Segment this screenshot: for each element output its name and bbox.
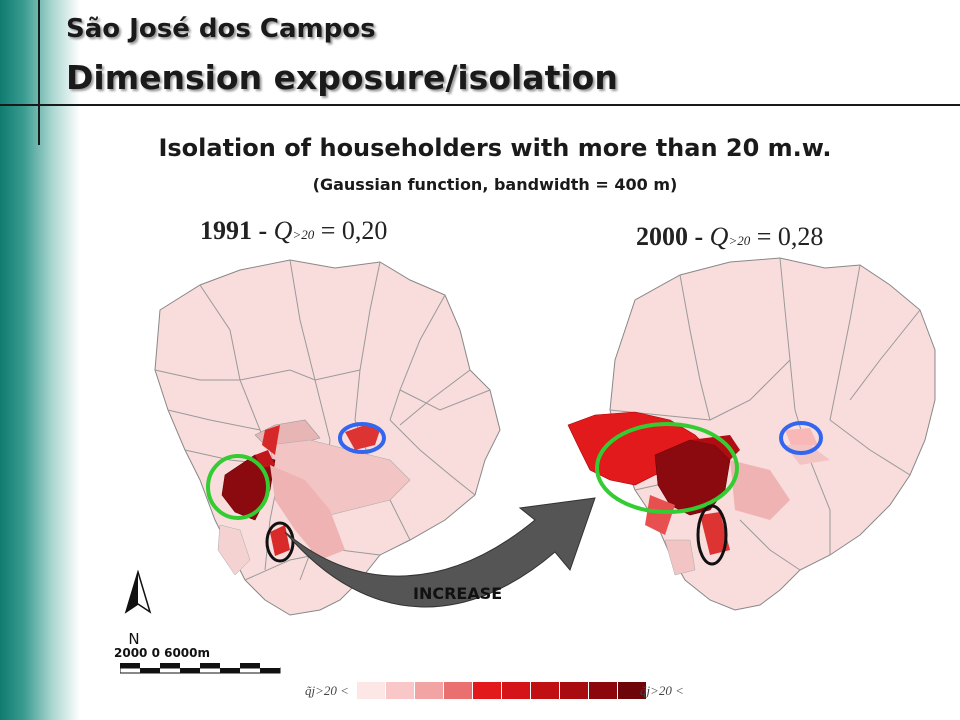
map-2000 [567, 257, 936, 611]
legend-swatch [386, 682, 414, 699]
map-1991-tract-d [217, 524, 251, 576]
map-2000-subscript: >20 [728, 233, 751, 248]
title-vertical-rule [38, 0, 40, 145]
legend-swatch [357, 682, 385, 699]
scale-bar [120, 663, 281, 674]
map-1991-subscript: >20 [292, 227, 315, 242]
map-2000-cluster-south [700, 512, 730, 555]
legend-swatch [502, 682, 530, 699]
map-1991-green-highlight [206, 454, 270, 520]
map-2000-label: 2000 - Q>20 = 0,28 [636, 222, 823, 252]
map-1991-tract-c [270, 465, 345, 560]
map-2000-year: 2000 - [636, 222, 704, 251]
slide-sidebar-gradient [0, 0, 80, 720]
legend-swatch [560, 682, 588, 699]
legend-left-label: q̃j>20 < [305, 683, 349, 698]
map-2000-blue-highlight [779, 421, 823, 455]
map-1991-symbol: Q [273, 216, 293, 245]
slide-subheading: (Gaussian function, bandwidth = 400 m) [312, 175, 678, 194]
slide-title-main: Dimension exposure/isolation [66, 58, 618, 97]
north-arrow: N [118, 569, 158, 648]
map-1991-value: = 0,20 [320, 216, 388, 245]
legend-swatches [357, 682, 647, 699]
map-2000-cluster-edge [690, 435, 740, 460]
legend-swatch [415, 682, 443, 699]
legend-swatch [531, 682, 559, 699]
map-2000-tract-d [785, 445, 830, 465]
north-arrow-label: N [128, 630, 140, 648]
map-2000-tract-c [730, 460, 790, 520]
title-horizontal-rule [0, 104, 960, 106]
map-2000-symbol: Q [709, 222, 729, 251]
increase-label: INCREASE [413, 584, 503, 603]
map-1991-year: 1991 - [200, 216, 268, 245]
legend-right-label: q̃j>20 < [640, 683, 684, 698]
map-1991-black-highlight [265, 521, 295, 563]
isolation-maps [154, 257, 936, 616]
map-2000-black-highlight [696, 504, 728, 566]
map-1991-cluster-east [345, 425, 380, 450]
map-2000-green-highlight [595, 422, 739, 514]
legend-swatch [618, 682, 646, 699]
map-2000-tract-b [664, 539, 696, 576]
map-2000-base [609, 257, 936, 611]
map-1991 [154, 259, 501, 616]
scale-bar-labels: 2000 0 6000m [114, 646, 211, 660]
map-1991-label: 1991 - Q>20 = 0,20 [200, 216, 387, 246]
slide-title-city: São José dos Campos [66, 14, 376, 44]
map-2000-cluster-east [785, 428, 818, 448]
map-1991-base [154, 259, 501, 616]
north-arrow-icon [124, 569, 152, 614]
map-2000-value: = 0,28 [756, 222, 824, 251]
legend-swatch [589, 682, 617, 699]
legend-swatch [473, 682, 501, 699]
map-2000-tract-a [645, 495, 675, 535]
map-1991-cluster-north [262, 425, 280, 455]
increase-arrow-shape [284, 497, 596, 608]
map-1991-blue-highlight [338, 422, 386, 454]
legend-swatch [444, 682, 472, 699]
slide-heading: Isolation of householders with more than… [158, 134, 832, 162]
